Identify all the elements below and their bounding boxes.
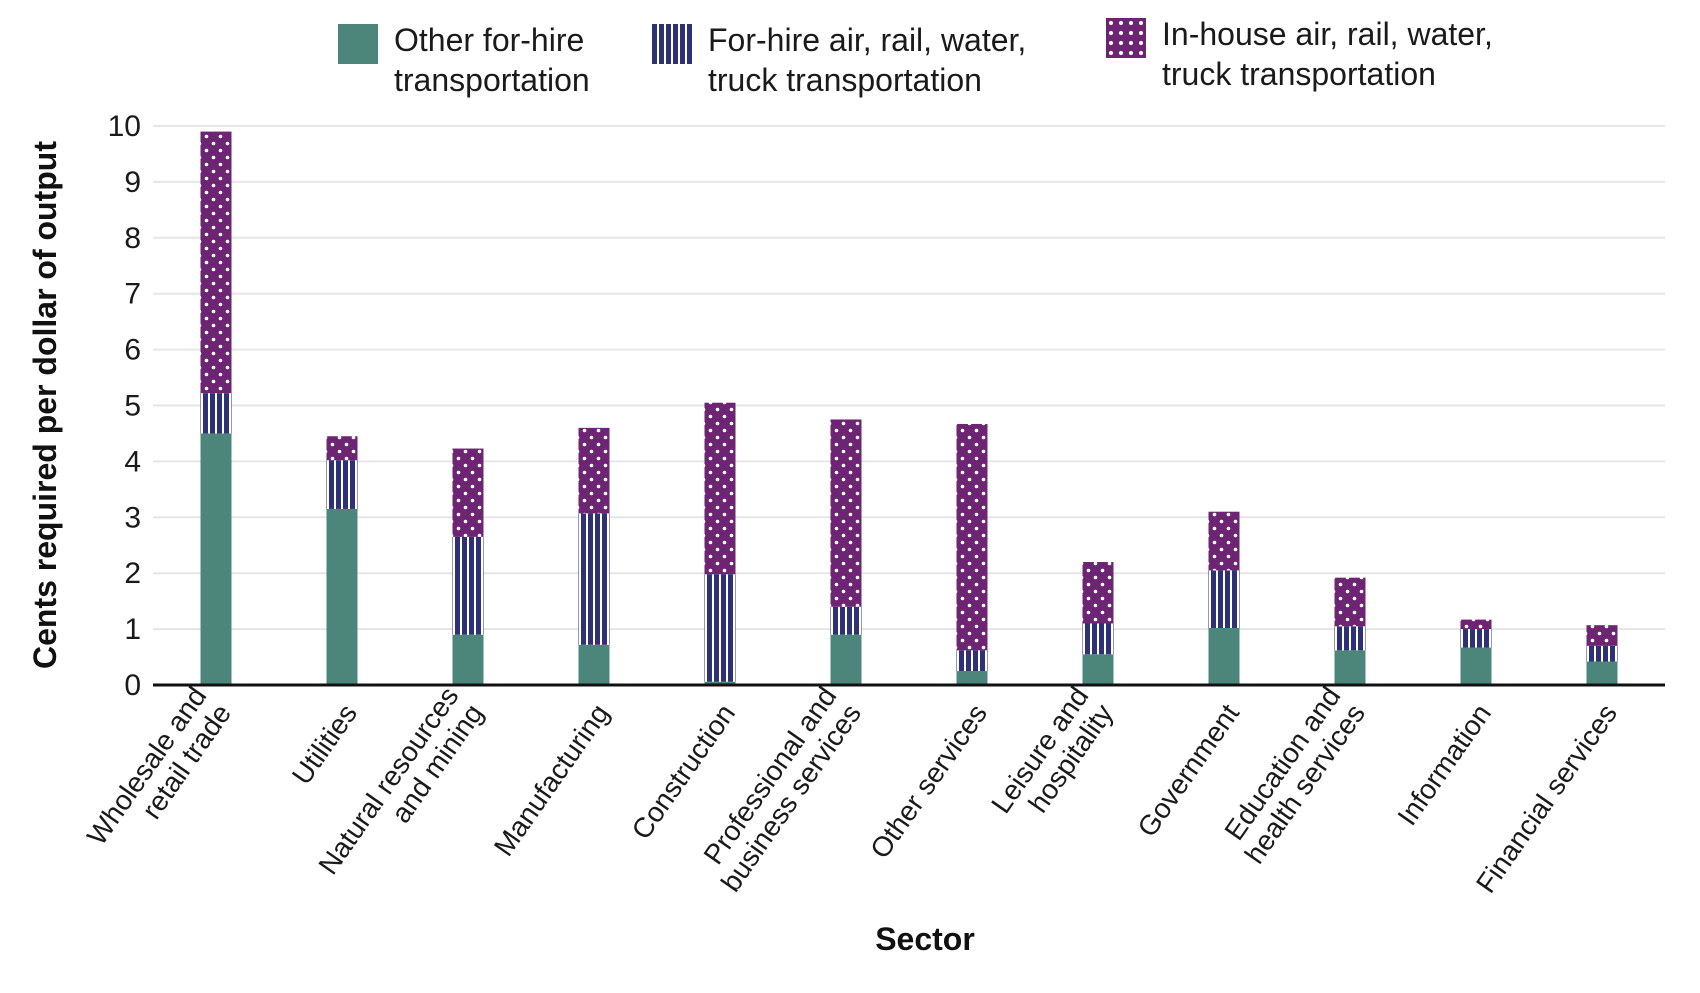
bar-segment	[704, 681, 736, 685]
bar-segment	[704, 402, 736, 575]
bar-segment	[578, 427, 610, 514]
y-tick-label: 9	[124, 166, 141, 199]
legend-label: In-house air, rail, water, truck transpo…	[1162, 16, 1493, 92]
bar-segment	[452, 536, 484, 635]
bar-segment	[1586, 625, 1618, 646]
x-tick-label: Utilities	[286, 698, 363, 790]
bar-segment	[1082, 562, 1114, 624]
bar-segment	[578, 513, 610, 645]
legend-item-other-for-hire: Other for-hire transportation	[338, 20, 590, 100]
x-tick-label-line: Other services	[864, 698, 993, 864]
bar-segment	[1208, 511, 1240, 571]
legend-swatch-vertical-lines	[652, 24, 692, 64]
x-tick-label-line: Information	[1391, 698, 1497, 831]
bar-segment	[1586, 645, 1618, 662]
bar-segment	[1460, 619, 1492, 630]
bar-segment	[452, 448, 484, 537]
bar-segment	[326, 508, 358, 685]
legend-item-for-hire-air-rail: For-hire air, rail, water, truck transpo…	[652, 20, 1026, 100]
x-tick-label-line: Manufacturing	[488, 698, 615, 861]
x-tick-label: Information	[1391, 698, 1497, 831]
gridlines	[153, 125, 1665, 631]
y-tick-label: 6	[124, 334, 141, 367]
bar-segment	[1334, 650, 1366, 685]
bar-segment	[830, 634, 862, 685]
y-tick-label: 7	[124, 278, 141, 311]
y-axis-title: Cents required per dollar of output	[27, 141, 63, 669]
bar-segment	[704, 574, 736, 682]
bar-segment	[1334, 626, 1366, 651]
bar-segment	[1208, 570, 1240, 628]
y-tick-label: 4	[124, 445, 141, 478]
bar-segment	[1208, 627, 1240, 685]
bar-segment	[1460, 629, 1492, 648]
bar-segment	[200, 433, 232, 685]
x-tick-label-line: Utilities	[286, 698, 363, 790]
x-tick-label: Financial services	[1470, 698, 1623, 898]
legend-swatch-solid	[338, 24, 378, 64]
legend-item-in-house-air-rail: In-house air, rail, water, truck transpo…	[1106, 14, 1493, 94]
y-tick-label: 8	[124, 222, 141, 255]
bar-segment	[200, 131, 232, 394]
y-tick-label: 0	[124, 669, 141, 702]
bar-segment	[1082, 623, 1114, 655]
bar-segment	[200, 393, 232, 434]
bar-segment	[578, 644, 610, 685]
x-tick-label-line: Financial services	[1470, 698, 1623, 898]
bar-segment	[956, 671, 988, 685]
x-tick-label: Other services	[864, 698, 993, 864]
bar-segment	[1460, 647, 1492, 685]
legend-label: Other for-hire transportation	[394, 22, 590, 98]
y-tick-label: 1	[124, 613, 141, 646]
bar-segment	[830, 606, 862, 635]
bar-segment	[452, 634, 484, 685]
y-tick-label: 10	[108, 110, 141, 143]
bar-segment	[830, 419, 862, 607]
y-tick-label: 5	[124, 390, 141, 423]
y-tick-label: 3	[124, 501, 141, 534]
x-tick-label: Manufacturing	[488, 698, 615, 861]
x-axis-title: Sector	[875, 921, 975, 957]
y-tick-label: 2	[124, 557, 141, 590]
bar-segment	[1586, 661, 1618, 685]
bar-segment	[956, 423, 988, 651]
bar-segment	[326, 436, 358, 461]
bar-segment	[1082, 654, 1114, 685]
bar-segment	[956, 650, 988, 672]
bar-segment	[1334, 577, 1366, 627]
legend-label: For-hire air, rail, water, truck transpo…	[708, 22, 1027, 98]
bars	[200, 131, 1618, 685]
bar-segment	[326, 460, 358, 509]
legend-swatch-dots	[1106, 18, 1146, 58]
